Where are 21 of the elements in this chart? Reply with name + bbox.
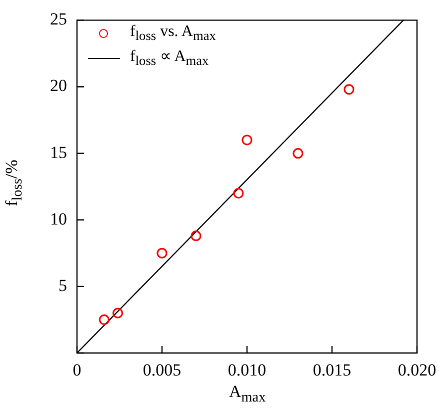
x-tick-label: 0.005 <box>142 360 182 380</box>
legend-label: f$_{loss}$ vs. A$_{max}$ <box>130 23 216 45</box>
point <box>156 248 168 258</box>
x-tick-label: 0.020 <box>398 360 436 380</box>
point <box>292 148 304 159</box>
y-tick-label: 5 <box>58 276 67 295</box>
point <box>112 308 124 318</box>
y-tick-label: 15 <box>50 142 67 162</box>
y-tick-label: 20 <box>50 76 67 96</box>
y-tick-label: 10 <box>50 209 67 228</box>
point <box>98 314 110 326</box>
x-tick-label: 0.015 <box>312 360 352 380</box>
point <box>242 134 252 146</box>
point <box>344 84 354 95</box>
x-tick-label: 0 <box>72 360 82 380</box>
point <box>190 230 202 242</box>
y-tick-label: 25 <box>50 10 67 29</box>
legend-label: f$_{loss}$ ∝ A$_{max}$ <box>130 47 209 70</box>
x-tick-label: 0.010 <box>228 360 266 380</box>
point <box>233 188 244 199</box>
x-axis-title: A$_{max}$ <box>229 382 266 406</box>
